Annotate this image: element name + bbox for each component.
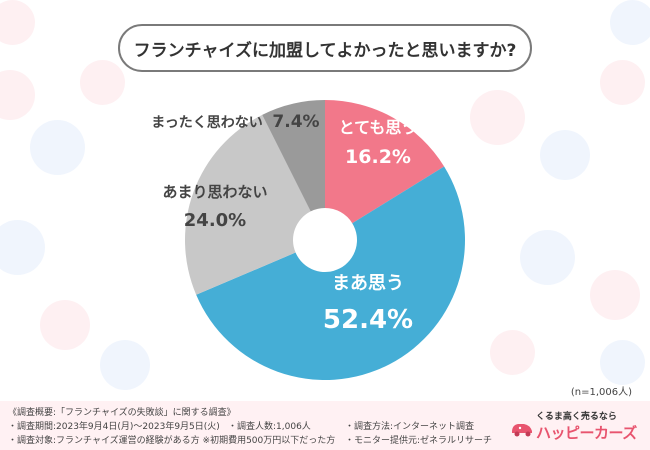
slice-value: 52.4% [323, 305, 413, 335]
question-title: フランチャイズに加盟してよかったと思いますか? [118, 24, 532, 72]
bg-dot [610, 0, 650, 45]
donut-chart: とても思う 16.2% まあ思う 52.4% あまり思わない 24.0% まったく思わない 7… [151, 100, 465, 380]
bg-dot [470, 90, 525, 145]
bg-dot [540, 130, 590, 180]
slice-value: 7.4% [272, 112, 319, 132]
survey-footer: 《調査概要:「フランチャイズの失敗談」に関する調査》 ・調査期間:2023年9月… [0, 401, 650, 450]
slice-label: まあ思う [332, 273, 404, 294]
survey-period: ・調査期間:2023年9月4日(月)〜2023年9月5日(火) [8, 422, 220, 432]
bg-dot [520, 230, 575, 285]
bg-dot [0, 220, 45, 275]
bg-dot [30, 120, 85, 175]
pie-slice [262, 100, 325, 212]
slice-label: まったく思わない [151, 115, 262, 131]
pie-slice [325, 100, 445, 224]
survey-monitor: ・モニター提供元:ゼネラルリサーチ [345, 436, 493, 446]
car-icon [512, 424, 532, 437]
pie-slice [185, 114, 311, 295]
brand-name: ハッピーカーズ [536, 424, 637, 442]
brand-tagline: くるま高く売るなら [536, 412, 617, 422]
slice-value: 24.0% [184, 210, 246, 231]
survey-respondents: ・調査人数:1,006人 [228, 422, 311, 432]
survey-target: ・調査対象:フランチャイズ運営の経験がある方 ※初期費用500万円以下だった方 [8, 436, 336, 446]
bg-dot [590, 270, 640, 320]
slice-label: あまり思わない [162, 183, 267, 201]
brand-logo: くるま高く売るなら ハッピーカーズ [510, 409, 638, 445]
bg-dot [80, 60, 125, 105]
bg-dot [0, 0, 35, 45]
bg-dot [100, 340, 150, 390]
bg-dot [40, 300, 90, 350]
survey-method: ・調査方法:インターネット調査 [345, 422, 475, 432]
sample-size-note: (n=1,006人) [570, 387, 632, 398]
survey-summary: 《調査概要:「フランチャイズの失敗談」に関する調査》 [8, 408, 236, 418]
bg-dot [600, 340, 645, 385]
bg-dot [600, 60, 645, 105]
slice-label: とても思う [339, 118, 418, 137]
bg-dot [490, 330, 535, 375]
slice-value: 16.2% [345, 146, 411, 168]
pie-slice [196, 166, 465, 380]
